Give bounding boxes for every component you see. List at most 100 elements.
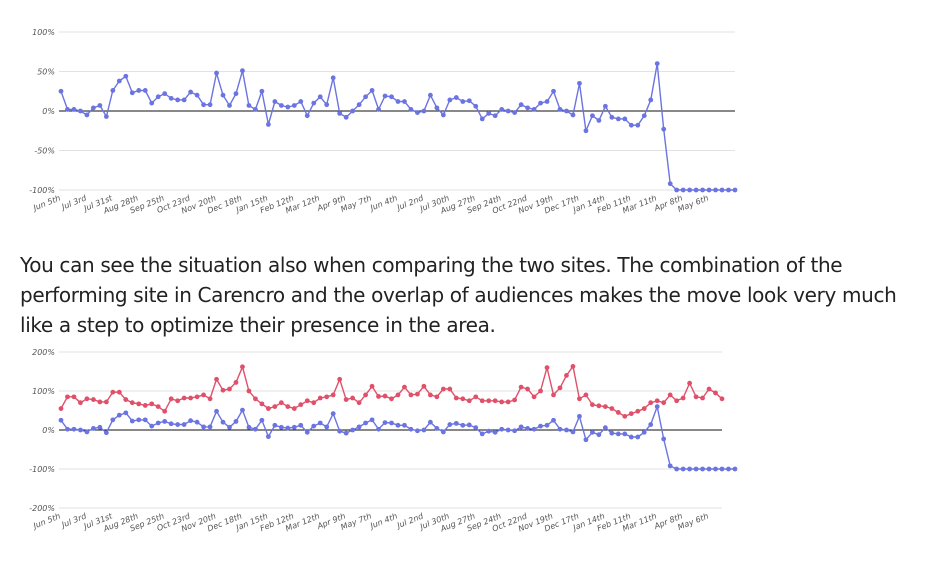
y-tick-label: 100% (32, 28, 55, 37)
data-point (382, 393, 388, 399)
data-point (136, 401, 142, 407)
data-point (628, 122, 634, 128)
x-tick-label: Jun 5th (30, 194, 62, 214)
data-point (317, 420, 323, 426)
data-point (201, 102, 206, 108)
data-point (194, 419, 200, 425)
data-point (667, 392, 673, 398)
data-point (272, 99, 278, 104)
data-point (110, 389, 116, 395)
data-point (181, 97, 187, 103)
data-point (453, 420, 459, 426)
data-point (628, 434, 634, 440)
data-point (103, 430, 109, 436)
data-point (460, 99, 466, 104)
data-point (693, 466, 699, 472)
data-point (512, 110, 518, 115)
data-point (389, 396, 394, 402)
data-point (350, 395, 356, 401)
data-point (447, 97, 453, 103)
paragraph-line-2: performing site in Carencro and the over… (20, 283, 897, 307)
data-point (557, 107, 563, 112)
data-point (635, 434, 641, 440)
data-point (278, 424, 284, 430)
data-point (466, 422, 472, 428)
data-point (602, 404, 608, 409)
data-point (596, 118, 602, 123)
data-point (194, 92, 200, 98)
data-point (389, 94, 394, 100)
data-point (220, 92, 226, 98)
data-point (149, 423, 155, 429)
data-point (466, 398, 472, 404)
data-point (421, 108, 427, 114)
data-point (687, 187, 693, 193)
y-tick-label: 100% (32, 387, 55, 396)
data-point (265, 406, 271, 411)
data-point (700, 187, 705, 193)
data-point (518, 102, 524, 108)
data-point (363, 94, 368, 100)
data-point (343, 430, 349, 436)
data-point (116, 412, 122, 418)
data-point (460, 396, 466, 402)
data-point (408, 392, 414, 398)
data-point (661, 126, 667, 132)
data-point (564, 108, 569, 114)
data-point (408, 107, 414, 112)
data-point (337, 110, 343, 116)
data-point (518, 424, 524, 430)
data-point (246, 388, 252, 394)
data-point (285, 104, 291, 110)
data-point (402, 99, 407, 104)
data-point (719, 187, 725, 193)
data-point (622, 413, 628, 419)
data-point (583, 437, 589, 443)
data-point (551, 392, 556, 398)
data-point (97, 424, 103, 430)
data-point (78, 108, 83, 114)
data-point (499, 107, 505, 112)
data-point (486, 428, 492, 434)
data-point (369, 383, 375, 389)
data-point (674, 398, 680, 404)
data-point (369, 88, 375, 93)
data-point (168, 95, 174, 101)
data-point (440, 386, 446, 392)
data-point (65, 394, 70, 400)
data-point (285, 404, 291, 409)
data-point (434, 426, 440, 431)
data-point (667, 181, 673, 187)
data-point (486, 110, 492, 116)
data-point (421, 383, 427, 389)
data-point (116, 78, 122, 84)
data-point (142, 88, 148, 93)
data-point (343, 114, 349, 120)
data-point (479, 431, 485, 437)
data-point (615, 410, 621, 415)
data-point (408, 426, 414, 432)
data-point (253, 396, 258, 402)
data-point (175, 398, 181, 404)
data-point (71, 394, 77, 400)
data-point (175, 97, 181, 103)
data-point (278, 103, 284, 108)
data-point (427, 419, 433, 425)
data-point (278, 400, 284, 406)
data-point (382, 420, 388, 425)
data-point (551, 88, 556, 94)
x-tick-label: Jun 5th (30, 512, 62, 532)
data-point (123, 73, 129, 79)
data-point (240, 68, 245, 74)
data-point (590, 113, 595, 119)
data-point (207, 102, 213, 108)
data-point (350, 108, 356, 114)
data-point (505, 399, 511, 405)
data-point (687, 466, 692, 472)
data-point (453, 395, 459, 401)
data-point (363, 420, 368, 426)
data-point (641, 113, 647, 119)
data-point (583, 128, 589, 134)
data-point (233, 380, 239, 385)
data-point (674, 187, 680, 193)
